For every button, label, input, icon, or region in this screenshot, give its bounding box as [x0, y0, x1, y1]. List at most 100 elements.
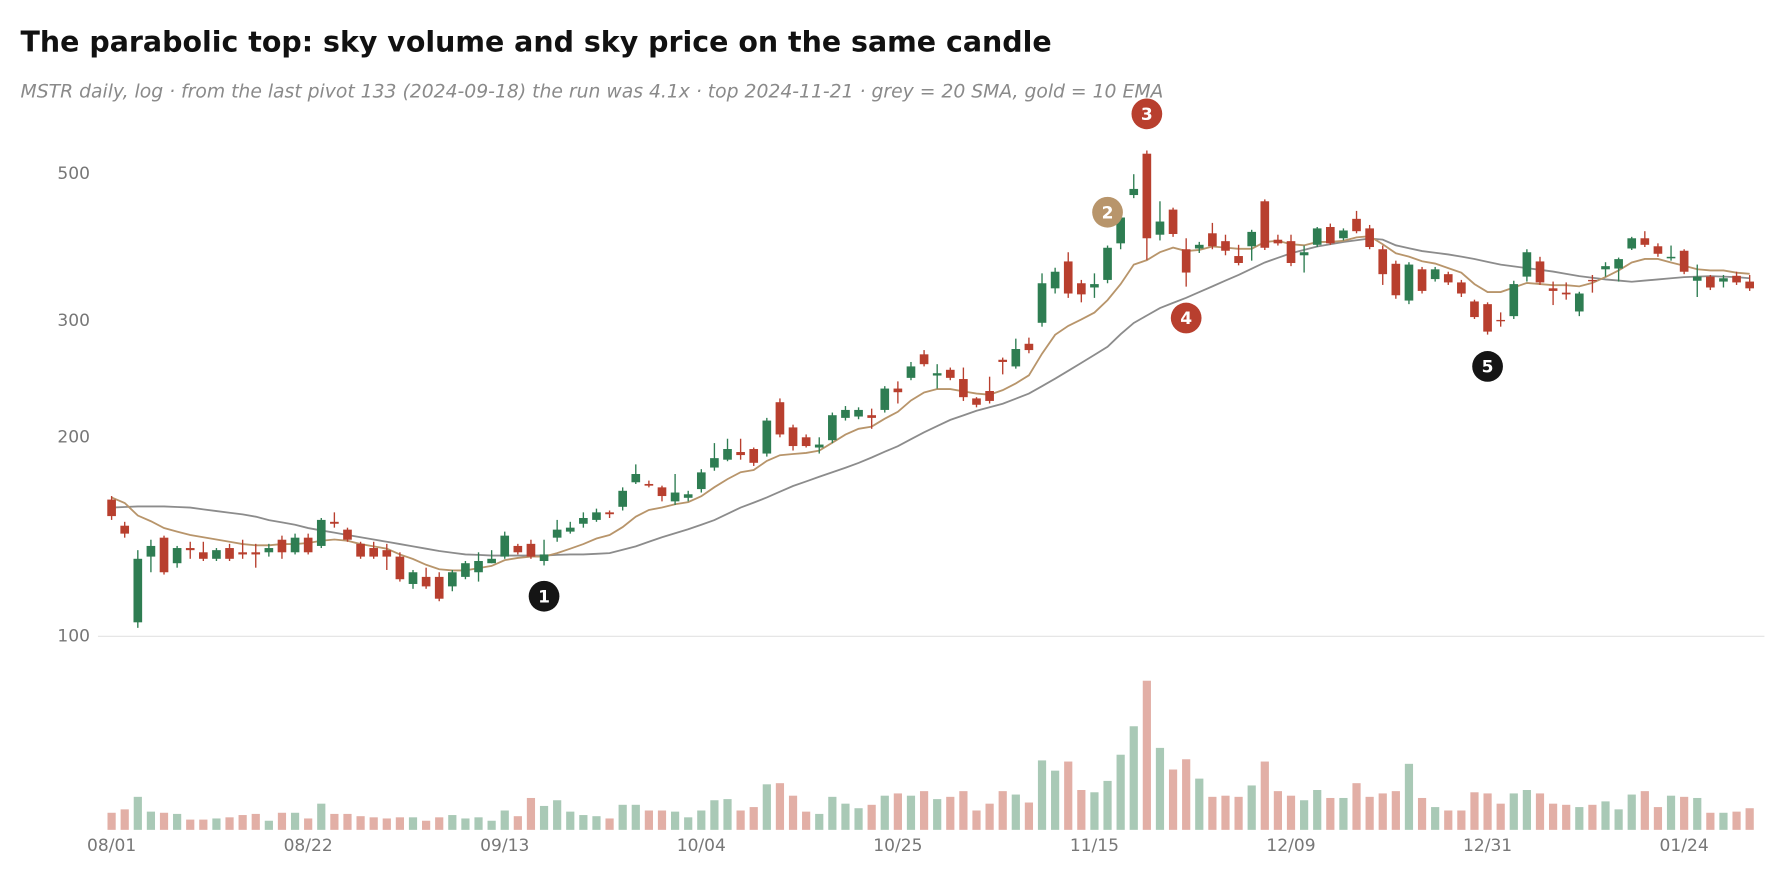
- candle-body: [1077, 283, 1086, 295]
- volume-bar: [1719, 812, 1728, 830]
- event-marker-label: 1: [538, 587, 550, 607]
- volume-bar: [553, 800, 562, 830]
- candle-body: [225, 548, 234, 559]
- candle-body: [1365, 228, 1374, 248]
- volume-bar: [933, 799, 942, 830]
- candle-body: [146, 545, 156, 557]
- candle-body: [1129, 188, 1139, 196]
- candle-body: [212, 550, 221, 559]
- candle-body: [1090, 284, 1099, 288]
- volume-bar: [697, 810, 706, 830]
- volume-bar: [133, 796, 142, 830]
- volume-bar: [1234, 796, 1243, 830]
- candle-body: [1155, 221, 1165, 235]
- volume-bar: [670, 811, 680, 830]
- candle-body: [972, 398, 981, 405]
- volume-bar: [1483, 793, 1492, 830]
- candle-body: [159, 537, 169, 573]
- candle-body: [238, 552, 247, 555]
- candle-body: [893, 388, 903, 393]
- event-marker: [1472, 351, 1503, 382]
- volume-bar: [579, 815, 588, 830]
- event-marker: [1131, 98, 1163, 130]
- candle-body: [749, 449, 759, 463]
- candle-body: [1142, 153, 1152, 239]
- chart-title: The parabolic top: sky volume and sky pr…: [21, 25, 1052, 58]
- candle-body: [1260, 201, 1270, 248]
- candle-body: [1208, 233, 1217, 247]
- volume-bar: [173, 813, 182, 830]
- candle-body: [1588, 279, 1597, 282]
- candle-body: [461, 563, 470, 577]
- volume-bar: [1588, 804, 1597, 830]
- volume-bar: [1011, 794, 1020, 830]
- volume-bar: [985, 803, 994, 830]
- volume-bar: [1339, 797, 1348, 830]
- candle-body: [1548, 288, 1558, 291]
- candle-body: [696, 472, 706, 490]
- volume-bar: [1090, 792, 1099, 830]
- candle-body: [1640, 238, 1650, 245]
- candle-body: [788, 427, 798, 447]
- volume-bar: [238, 815, 247, 830]
- x-tick-label: 12/09: [1266, 836, 1315, 856]
- volume-bar: [775, 783, 785, 830]
- candle-body: [1457, 282, 1466, 294]
- candle-body: [1391, 263, 1401, 296]
- event-marker-label: 5: [1482, 358, 1494, 378]
- candle-body: [1221, 241, 1230, 251]
- volume-bar: [1195, 778, 1204, 830]
- candle-body: [1561, 292, 1571, 295]
- volume-bar: [919, 791, 929, 830]
- event-marker-label: 4: [1180, 309, 1192, 329]
- candle-body: [277, 539, 287, 553]
- volume-bar: [1431, 807, 1440, 830]
- candle-body: [408, 572, 418, 584]
- volume-bar: [631, 804, 640, 830]
- candle-body: [644, 483, 654, 486]
- chart-subtitle: MSTR daily, log · from the last pivot 13…: [21, 82, 1164, 103]
- volume-bar: [435, 817, 444, 830]
- candle-body: [985, 390, 994, 401]
- volume-bar: [1444, 810, 1453, 830]
- volume-bar: [710, 800, 719, 830]
- x-tick-label: 10/04: [677, 836, 726, 856]
- candle-body: [1063, 261, 1073, 294]
- candle-body: [932, 373, 942, 376]
- volume-bar: [1260, 761, 1269, 830]
- volume-bar: [146, 811, 156, 830]
- volume-bar: [1313, 790, 1322, 830]
- candle-body: [343, 529, 352, 540]
- volume-bar: [539, 805, 549, 830]
- volume-bar: [1562, 804, 1571, 830]
- candle-body: [356, 543, 365, 557]
- x-tick-label: 09/13: [480, 836, 529, 856]
- candle-body: [1168, 209, 1178, 234]
- volume-bar: [290, 812, 300, 830]
- candle-body: [1299, 252, 1309, 256]
- volume-bar: [304, 818, 313, 830]
- volume-bar: [867, 804, 876, 830]
- candle-body: [1325, 227, 1335, 244]
- volume-bar: [815, 813, 824, 830]
- candle-body: [867, 415, 876, 418]
- x-tick-label: 11/15: [1070, 836, 1119, 856]
- volume-bar: [1509, 793, 1518, 830]
- candle-body: [814, 444, 824, 448]
- candle-body: [264, 548, 274, 553]
- volume-bar: [317, 803, 326, 830]
- volume-bar: [1614, 809, 1623, 830]
- x-tick-label: 08/01: [87, 836, 136, 856]
- volume-bar: [1378, 793, 1387, 830]
- volume-bar: [1077, 790, 1086, 830]
- x-tick-label: 08/22: [284, 836, 333, 856]
- candle-body: [513, 545, 523, 553]
- volume-bar: [1457, 810, 1466, 830]
- candle-body: [1522, 252, 1532, 277]
- event-marker: [528, 580, 560, 612]
- candle-body: [1745, 281, 1754, 289]
- event-marker-label: 3: [1141, 105, 1153, 125]
- candle-body: [434, 576, 444, 599]
- volume-bar: [1549, 803, 1558, 830]
- candle-body: [1496, 319, 1506, 322]
